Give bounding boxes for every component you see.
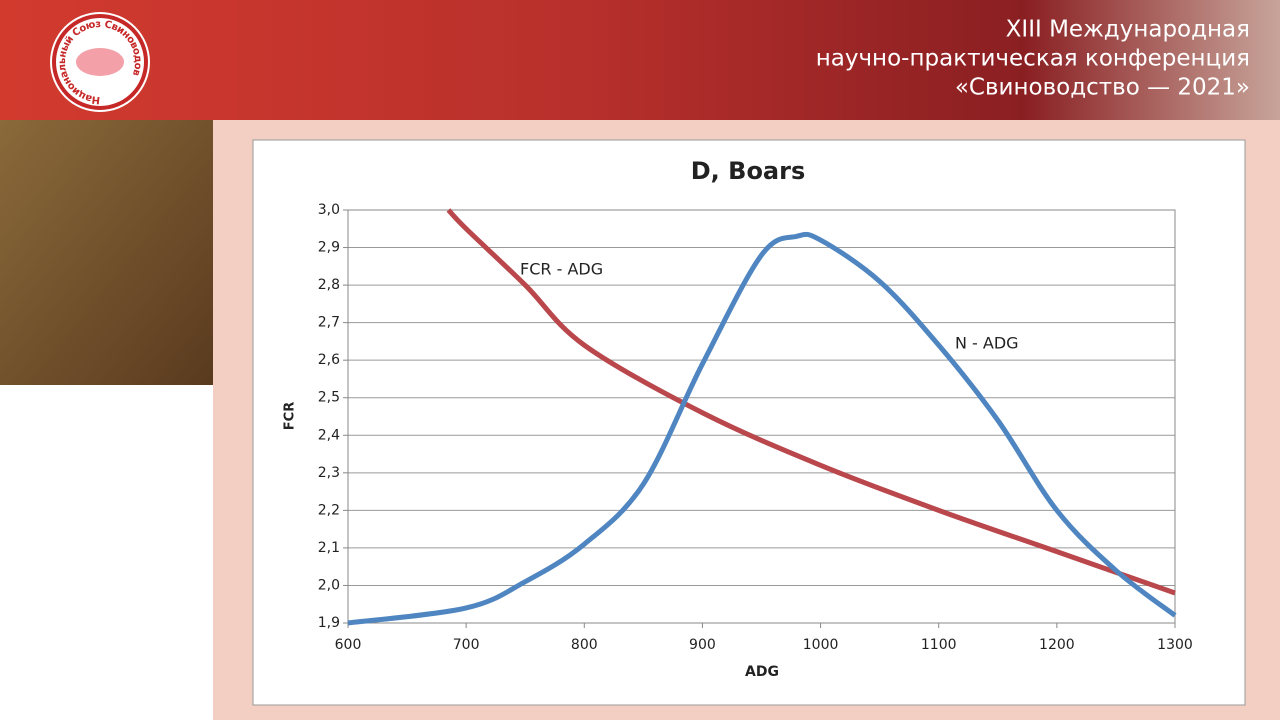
header-line: «Свиноводство — 2021» <box>955 75 1250 101</box>
series-line <box>347 231 1177 626</box>
y-tick-label: 2,7 <box>318 315 340 331</box>
y-tick-label: 2,4 <box>318 427 340 443</box>
x-tick-label: 1200 <box>1039 637 1075 653</box>
y-tick-label: 2,5 <box>318 390 340 406</box>
y-tick-label: 3,0 <box>318 202 340 218</box>
x-axis-label: ADG <box>745 664 779 680</box>
series-line <box>446 208 1176 596</box>
chart-box <box>252 139 1246 706</box>
x-tick-label: 900 <box>689 637 716 653</box>
y-tick-label: 2,8 <box>318 277 340 293</box>
x-tick-label: 1300 <box>1157 637 1193 653</box>
blank-panel <box>0 385 213 720</box>
y-tick-label: 2,6 <box>318 352 340 368</box>
plot-frame <box>347 209 1176 624</box>
series-label: N - ADG <box>955 334 1019 353</box>
chart-title: D, Boars <box>691 157 806 185</box>
y-tick-label: 2,9 <box>318 240 340 256</box>
header-line: научно-практическая конференция <box>816 46 1250 72</box>
y-tick-label: 1,9 <box>318 615 340 631</box>
y-tick-label: 2,1 <box>318 540 340 556</box>
banner <box>0 0 1280 120</box>
speaker-video <box>0 120 213 385</box>
series-label: FCR - ADG <box>520 260 603 279</box>
x-tick-label: 1100 <box>921 637 957 653</box>
x-tick-label: 700 <box>453 637 480 653</box>
y-tick-label: 2,2 <box>318 502 340 518</box>
y-tick-label: 2,3 <box>318 465 340 481</box>
x-tick-label: 800 <box>571 637 598 653</box>
x-tick-label: 1000 <box>803 637 839 653</box>
header-line: XIII Международная <box>1006 17 1250 43</box>
x-tick-label: 600 <box>335 637 362 653</box>
y-tick-label: 2,0 <box>318 577 340 593</box>
logo-ring <box>52 14 148 110</box>
y-axis-label: FCR <box>283 402 298 430</box>
logo-pig <box>76 48 124 76</box>
